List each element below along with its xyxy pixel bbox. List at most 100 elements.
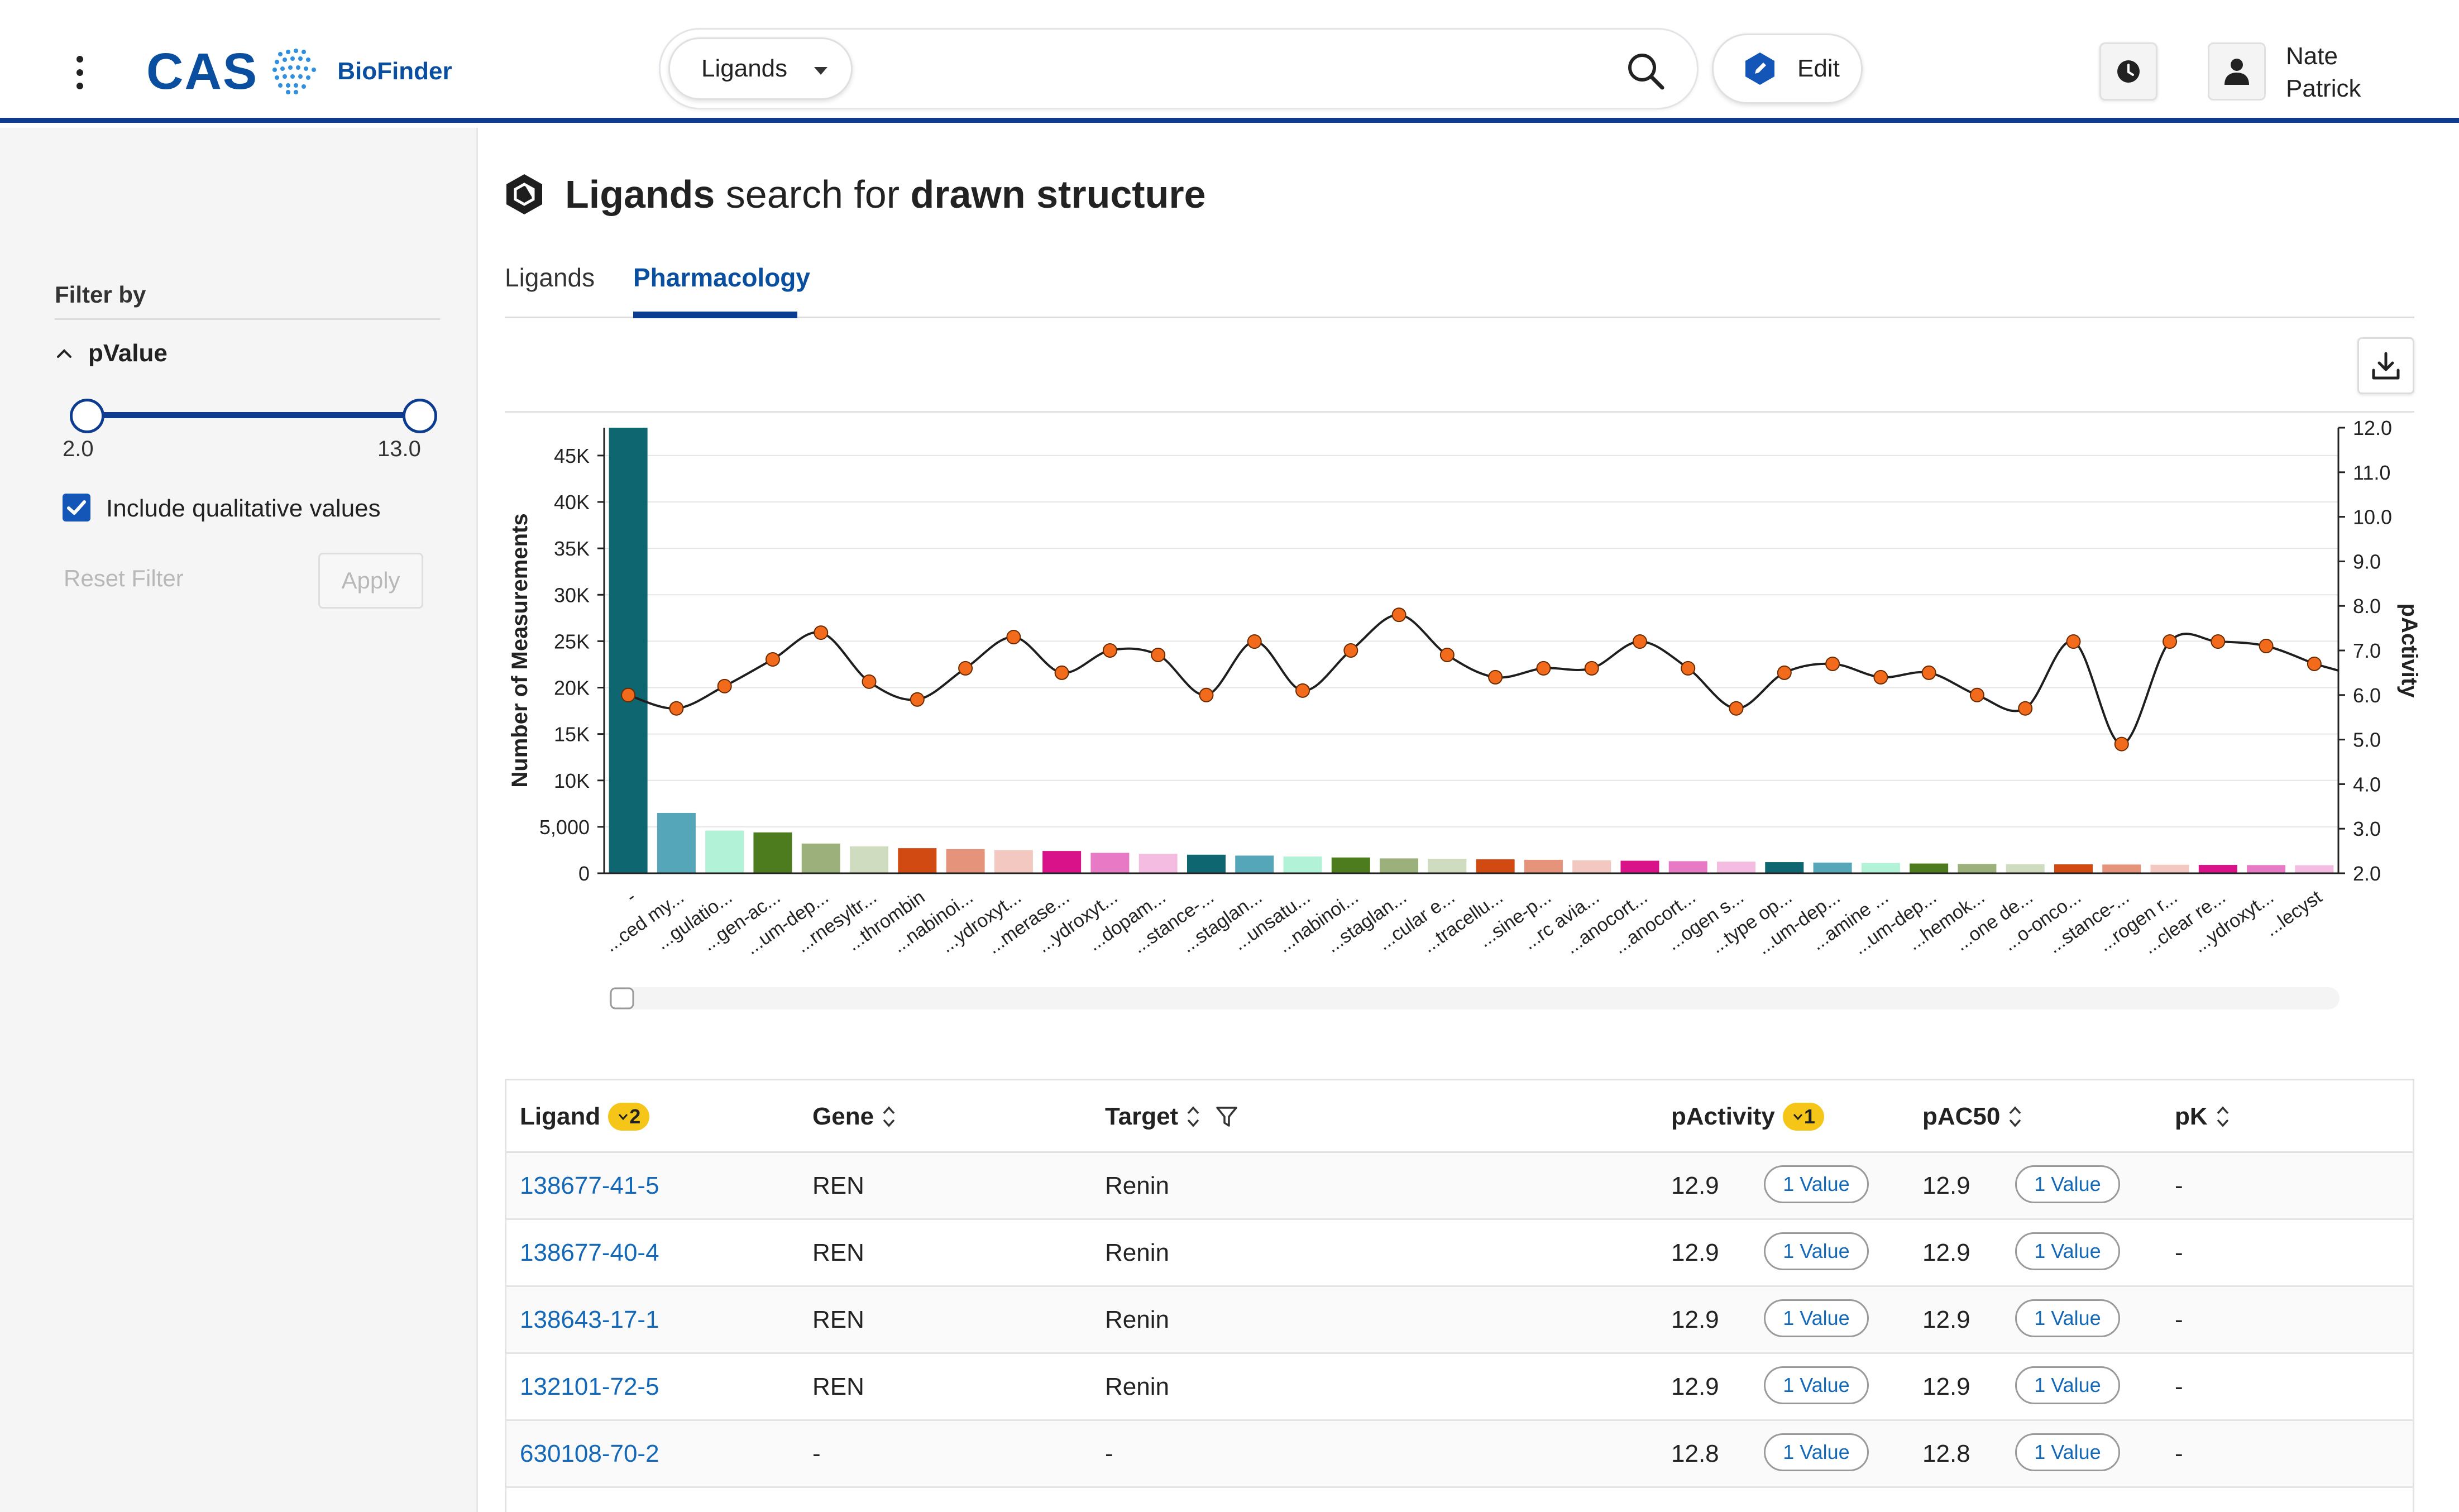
chart-bar <box>1572 860 1611 873</box>
pactivity-values-button[interactable]: 1 Value <box>1764 1433 1869 1471</box>
column-target[interactable]: Target <box>1105 1103 1238 1131</box>
pac50-values-button[interactable]: 1 Value <box>2015 1366 2120 1404</box>
download-button[interactable] <box>2357 337 2414 394</box>
chart-bar <box>2247 865 2286 873</box>
y-tick-label: 35K <box>554 537 590 560</box>
ligand-link[interactable]: 630108-70-2 <box>520 1440 659 1467</box>
y2-tick-label: 9.0 <box>2353 550 2381 573</box>
ligand-link[interactable]: 138677-41-5 <box>520 1172 659 1199</box>
x-axis-ticks: -...ced my......gulatio......gen-ac.....… <box>601 886 2326 959</box>
chart-bar <box>1668 861 1707 873</box>
y-tick-label: 45K <box>554 444 590 467</box>
pactivity-point <box>1632 634 1647 649</box>
column-pk[interactable]: pK <box>2175 1103 2231 1131</box>
reset-filter-link[interactable]: Reset Filter <box>64 565 184 591</box>
history-button[interactable] <box>2099 42 2157 101</box>
include-qualitative-label[interactable]: Include qualitative values <box>106 495 381 522</box>
pactivity-point <box>1584 661 1599 676</box>
pac50-cell: 12.9 <box>1922 1172 1970 1199</box>
pk-cell: - <box>2175 1373 2183 1400</box>
target-cell: Renin <box>1105 1306 1169 1333</box>
table-row[interactable]: 630108-70-2 - - 12.8 1 Value 12.8 1 Valu… <box>506 1421 2413 1488</box>
pvalue-section-toggle[interactable]: pValue <box>55 339 168 367</box>
filter-icon[interactable] <box>1215 1105 1238 1128</box>
include-qualitative-checkbox[interactable] <box>63 494 90 521</box>
chart-bar <box>2198 865 2237 873</box>
pactivity-values-button[interactable]: 1 Value <box>1764 1299 1869 1337</box>
chevron-down-icon <box>619 1114 628 1121</box>
pac50-values-button[interactable]: 1 Value <box>2015 1165 2120 1203</box>
ligand-link[interactable]: 138643-17-1 <box>520 1306 659 1333</box>
download-icon <box>2372 352 2400 380</box>
y2-tick-label: 2.0 <box>2353 862 2381 885</box>
ligand-link[interactable]: 132101-72-5 <box>520 1373 659 1400</box>
pk-cell: - <box>2175 1239 2183 1266</box>
edit-button[interactable]: Edit <box>1712 34 1863 104</box>
column-pac50[interactable]: pAC50 <box>1922 1103 2023 1131</box>
slider-max-handle[interactable] <box>403 399 437 433</box>
table-row[interactable]: 138677-41-5 REN Renin 12.9 1 Value 12.9 … <box>506 1153 2413 1220</box>
pactivity-point <box>2163 634 2178 649</box>
pactivity-point <box>669 701 684 716</box>
pactivity-point <box>1825 656 1840 671</box>
title-connector: search for <box>715 173 911 216</box>
sort-icon <box>2217 1106 2228 1127</box>
gene-cell: REN <box>812 1306 864 1333</box>
chart-bar <box>1958 864 1997 873</box>
y2-axis-title: pActivity <box>2397 604 2422 698</box>
pactivity-values-button[interactable]: 1 Value <box>1764 1232 1869 1270</box>
pactivity-values-button[interactable]: 1 Value <box>1764 1366 1869 1404</box>
search-icon[interactable] <box>1625 51 1666 91</box>
sort-icon <box>2010 1106 2021 1127</box>
chevron-up-icon <box>57 349 71 358</box>
target-cell: - <box>1105 1440 1113 1467</box>
product-name: BioFinder <box>337 58 452 85</box>
chart-scrollbar[interactable] <box>609 987 2340 1009</box>
pac50-values-button[interactable]: 1 Value <box>2015 1433 2120 1471</box>
table-row[interactable]: 138677-40-4 REN Renin 12.9 1 Value 12.9 … <box>506 1220 2413 1287</box>
ligand-link[interactable]: 138677-40-4 <box>520 1239 659 1266</box>
chart-divider <box>505 411 2414 413</box>
column-ligand[interactable]: Ligand 2 <box>520 1103 650 1131</box>
pactivity-point <box>2018 701 2033 716</box>
table-row[interactable]: 138643-17-1 REN Renin 12.9 1 Value 12.9 … <box>506 1287 2413 1354</box>
y2-tick-label: 3.0 <box>2353 817 2381 840</box>
target-cell: Renin <box>1105 1373 1169 1400</box>
pac50-values-button[interactable]: 1 Value <box>2015 1299 2120 1337</box>
pactivity-point <box>1777 665 1792 680</box>
pactivity-cell: 12.9 <box>1671 1373 1719 1400</box>
chart-axes <box>603 428 2340 874</box>
page-title: Ligands search for drawn structure <box>505 172 1206 217</box>
chart-bar <box>801 843 840 873</box>
column-gene[interactable]: Gene <box>812 1103 897 1131</box>
user-avatar[interactable] <box>2208 42 2266 101</box>
scrollbar-handle[interactable] <box>610 987 634 1009</box>
pactivity-cell: 12.9 <box>1671 1306 1719 1333</box>
pactivity-point <box>765 652 780 667</box>
clock-icon <box>2117 60 2140 83</box>
table-row[interactable]: 132101-72-5 REN Renin 12.9 1 Value 12.9 … <box>506 1354 2413 1421</box>
apply-button[interactable]: Apply <box>318 553 423 609</box>
pactivity-point <box>1343 643 1358 658</box>
search-scope-select[interactable]: Ligands <box>668 37 853 100</box>
pvalue-range-slider[interactable] <box>70 399 437 433</box>
user-name[interactable]: Nate Patrick <box>2286 40 2431 105</box>
chart-line-series <box>621 607 2339 752</box>
pactivity-values-button[interactable]: 1 Value <box>1764 1165 1869 1203</box>
y2-tick-label: 4.0 <box>2353 773 2381 796</box>
search-input[interactable] <box>867 41 1610 97</box>
column-ligand-label: Ligand <box>520 1103 601 1130</box>
slider-min-handle[interactable] <box>70 399 104 433</box>
pk-cell: - <box>2175 1172 2183 1199</box>
tab-ligands[interactable]: Ligands <box>505 263 595 292</box>
tab-pharmacology[interactable]: Pharmacology <box>633 263 810 292</box>
column-pactivity[interactable]: pActivity 1 <box>1671 1103 1824 1131</box>
logo-mark-icon <box>272 49 317 94</box>
chart-bar <box>898 848 937 873</box>
pactivity-point <box>1391 607 1406 623</box>
cas-biofinder-logo[interactable]: CAS BioFinder <box>146 42 452 100</box>
more-menu-icon[interactable] <box>71 56 88 95</box>
chart-bar <box>2102 864 2141 873</box>
pac50-values-button[interactable]: 1 Value <box>2015 1232 2120 1270</box>
logo-text: CAS <box>146 42 259 100</box>
